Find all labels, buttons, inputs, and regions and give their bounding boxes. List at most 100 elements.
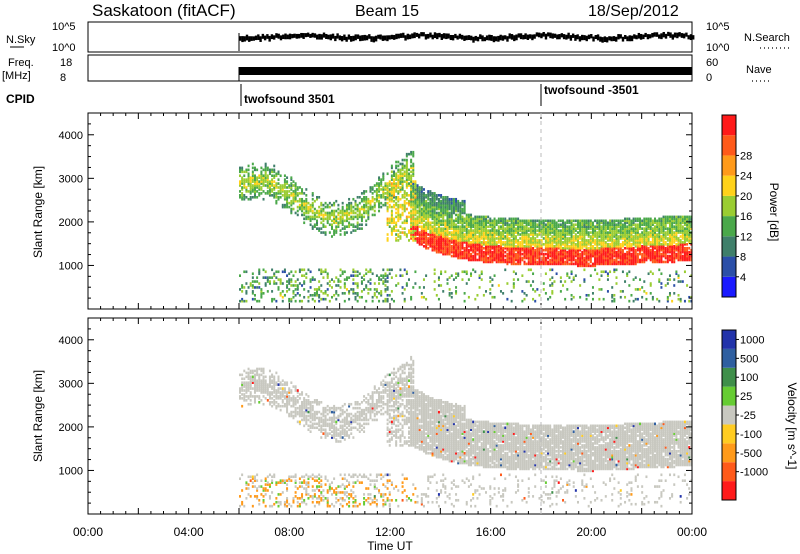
power-cell [630,248,633,252]
power-cell [326,274,329,277]
power-cell [442,244,445,248]
power-ytick-label: 2000 [59,217,83,229]
power-cell [677,248,680,252]
power-cell [600,256,603,260]
power-cell [422,207,425,211]
power-cell [681,219,684,223]
power-cell [555,262,558,266]
power-cell [521,252,524,256]
power-cell [613,297,616,301]
power-cell [465,256,468,260]
power-cell [463,219,466,223]
power-cell [587,221,590,225]
power-cell [570,280,573,283]
power-cell [271,184,274,187]
power-cell [632,256,635,260]
power-cell [363,211,366,215]
nsky-sample [506,36,509,42]
power-cell [478,241,481,244]
power-cell [437,225,440,228]
power-cell [581,231,584,234]
power-cell [664,231,667,234]
power-cell [624,237,627,240]
power-cell [405,172,408,176]
power-cell [465,235,468,238]
power-cell [397,282,400,285]
power-cell [247,172,250,176]
power-cell [405,168,408,172]
power-cell [532,231,535,234]
power-cell [553,241,556,244]
power-cell [433,237,436,240]
velocity-cell [247,387,250,390]
power-cell [337,221,340,225]
power-cell [613,243,616,246]
power-cell [510,260,513,264]
power-cell [440,237,443,240]
power-cell [688,295,691,299]
power-cell [544,219,547,223]
power-cell [437,203,440,207]
power-cell [482,231,485,234]
power-cell [305,201,308,205]
power-cell [264,184,267,187]
power-cell [337,225,340,228]
power-cell [540,231,543,234]
power-cell [452,197,455,201]
power-cell [636,254,639,258]
power-cell [482,246,485,250]
power-cell [290,203,293,207]
power-cell [666,244,669,248]
power-cell [431,241,434,244]
power-cell [574,229,577,232]
power-cell [446,211,449,215]
power-cell [401,194,404,197]
power-cell [523,248,526,252]
power-cell [675,227,678,230]
power-cell [420,209,423,213]
power-cell [478,276,481,279]
power-cell [442,252,445,256]
power-cell [553,237,556,240]
power-cell [596,219,599,223]
velocity-cell [243,395,246,398]
power-cell [459,205,462,209]
power-cell [489,241,492,244]
nsky-sample [676,32,679,39]
power-cell [517,258,520,262]
power-cell [549,248,552,252]
nsky-tick-top: 10^5 [52,21,76,33]
nsky-sample [336,33,339,39]
power-cell [508,223,511,227]
nsky-sample [388,35,391,40]
power-cell [508,225,511,228]
power-cell [407,174,410,178]
power-cell [403,172,406,176]
power-cell [399,178,402,181]
power-cell [611,241,614,244]
power-cell [262,184,265,187]
power-cell [686,248,689,252]
power-cell [343,225,346,228]
power-cell [566,227,569,230]
velocity-cell [241,500,244,504]
velocity-cell [239,387,241,390]
power-cell [397,178,400,181]
nsky-sample [510,34,514,40]
power-cell [671,252,674,256]
power-cell [467,215,470,219]
power-cell [262,190,265,193]
power-cell [568,227,571,230]
power-cell [341,201,344,205]
power-cell [510,225,513,228]
power-cell [410,164,413,168]
nsky-sample [288,33,292,40]
power-cell [512,284,515,287]
power-cell [448,246,451,250]
power-cell [555,225,558,228]
power-cell [579,262,582,266]
power-cell [433,227,436,230]
power-cell [523,233,526,236]
power-cell [596,239,599,242]
power-cell [373,292,376,295]
